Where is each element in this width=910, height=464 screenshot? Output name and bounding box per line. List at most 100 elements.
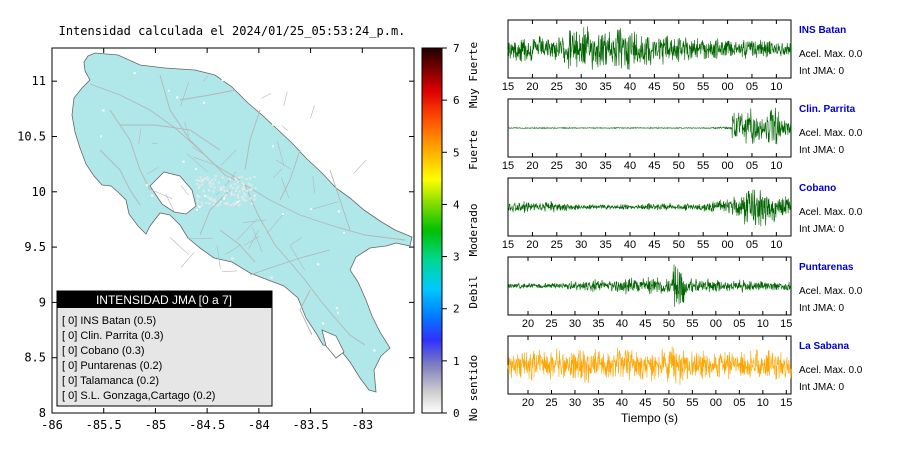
- waveform-x-tick-label: 10: [757, 318, 769, 330]
- legend-item: [ 0] S.L. Gonzaga,Cartago (0.2): [62, 390, 215, 402]
- waveform-x-tick-label: 30: [569, 397, 581, 409]
- city-marker: [198, 180, 200, 182]
- city-marker: [229, 179, 231, 181]
- legend-title: INTENSIDAD JMA [0 a 7]: [96, 293, 232, 307]
- city-marker: [257, 78, 259, 80]
- city-marker: [226, 203, 228, 205]
- city-marker: [236, 187, 238, 189]
- waveform-x-axis-label: Tiempo (s): [621, 411, 678, 425]
- waveform-x-tick-label: 25: [545, 397, 557, 409]
- city-marker: [215, 175, 217, 177]
- waveform-x-tick-label: 45: [648, 81, 660, 93]
- city-marker: [198, 187, 200, 189]
- waveform-x-tick-label: 30: [575, 239, 587, 251]
- city-marker: [201, 202, 203, 204]
- city-marker: [343, 232, 345, 234]
- waveform-x-tick-label: 00: [710, 318, 722, 330]
- map-x-tick-label: -86: [41, 418, 63, 432]
- colorbar-gradient: [422, 48, 442, 413]
- city-marker: [195, 258, 197, 260]
- waveform-x-tick-label: 50: [673, 160, 685, 172]
- city-marker: [197, 200, 199, 202]
- city-marker: [220, 188, 222, 190]
- city-marker: [224, 196, 226, 198]
- station-name: Puntarenas: [799, 262, 854, 273]
- waveform-x-tick-label: 55: [697, 160, 709, 172]
- city-marker: [103, 110, 105, 112]
- waveform-x-tick-label: 20: [526, 160, 538, 172]
- city-marker: [222, 177, 224, 179]
- city-marker: [272, 145, 274, 147]
- map-panel: Intensidad calculada el 2024/01/25_05:53…: [17, 24, 414, 432]
- city-marker: [242, 188, 244, 190]
- colorbar-label-debil: Debil: [467, 275, 480, 308]
- waveform-x-tick-label: 35: [592, 397, 604, 409]
- waveform-x-tick-label: 40: [624, 239, 636, 251]
- colorbar-tick-label: 6: [453, 94, 460, 107]
- city-marker: [210, 185, 212, 187]
- city-marker: [201, 180, 203, 182]
- city-marker: [317, 263, 319, 265]
- city-marker: [211, 179, 213, 181]
- waveform-x-tick-label: 05: [733, 318, 745, 330]
- waveform-x-tick-label: 10: [770, 81, 782, 93]
- city-marker: [208, 189, 210, 191]
- city-marker: [232, 258, 234, 260]
- city-marker: [233, 204, 235, 206]
- city-marker: [351, 136, 353, 138]
- colorbar-label-muy-fuerte: Muy Fuerte: [467, 42, 480, 108]
- waveform-x-tick-label: 25: [545, 318, 557, 330]
- waveform-x-tick-label: 50: [663, 397, 675, 409]
- city-marker: [174, 206, 176, 208]
- station-accel: Acel. Max. 0.0: [799, 365, 863, 376]
- waveform-x-tick-label: 05: [746, 160, 758, 172]
- city-marker: [205, 202, 207, 204]
- waveform-x-tick-label: 20: [522, 397, 534, 409]
- city-marker: [201, 184, 203, 186]
- waveform-x-tick-label: 15: [502, 81, 514, 93]
- city-marker: [239, 177, 241, 179]
- station-name: La Sabana: [799, 341, 849, 352]
- map-y-tick-label: 11: [32, 74, 46, 88]
- city-marker: [387, 180, 389, 182]
- city-marker: [230, 184, 232, 186]
- city-marker: [209, 202, 211, 204]
- city-marker: [199, 206, 201, 208]
- waveform-x-tick-label: 15: [502, 160, 514, 172]
- station-accel: Acel. Max. 0.0: [799, 207, 863, 218]
- city-marker: [114, 263, 116, 265]
- waveform-x-tick-label: 55: [697, 239, 709, 251]
- city-marker: [246, 178, 248, 180]
- waveform-x-tick-label: 00: [721, 81, 733, 93]
- city-marker: [100, 136, 102, 138]
- map-x-tick-label: -85: [145, 418, 167, 432]
- waveform-x-tick-label: 50: [663, 318, 675, 330]
- city-marker: [214, 187, 216, 189]
- city-marker: [206, 176, 208, 178]
- city-marker: [201, 204, 203, 206]
- colorbar-tick-label: 1: [453, 355, 460, 368]
- city-marker: [209, 181, 211, 183]
- city-marker: [324, 162, 326, 164]
- city-marker: [220, 201, 222, 203]
- station-accel: Acel. Max. 0.0: [799, 286, 863, 297]
- station-int-jma: Int JMA: 0: [799, 224, 844, 235]
- station-accel: Acel. Max. 0.0: [799, 128, 863, 139]
- city-marker: [216, 205, 218, 207]
- city-marker: [209, 198, 211, 200]
- city-marker: [282, 213, 284, 215]
- city-marker: [367, 132, 369, 134]
- city-marker: [207, 179, 209, 181]
- waveform-x-tick-label: 40: [624, 160, 636, 172]
- waveform-x-tick-label: 35: [599, 239, 611, 251]
- station-int-jma: Int JMA: 0: [799, 145, 844, 156]
- station-name: Clin. Parrita: [799, 104, 856, 115]
- colorbar-tick-label: 5: [453, 146, 460, 159]
- city-marker: [237, 197, 239, 199]
- waveform-x-tick-label: 20: [526, 239, 538, 251]
- city-marker: [375, 297, 377, 299]
- city-marker: [255, 187, 257, 189]
- legend-item: [ 0] Cobano (0.3): [62, 345, 145, 357]
